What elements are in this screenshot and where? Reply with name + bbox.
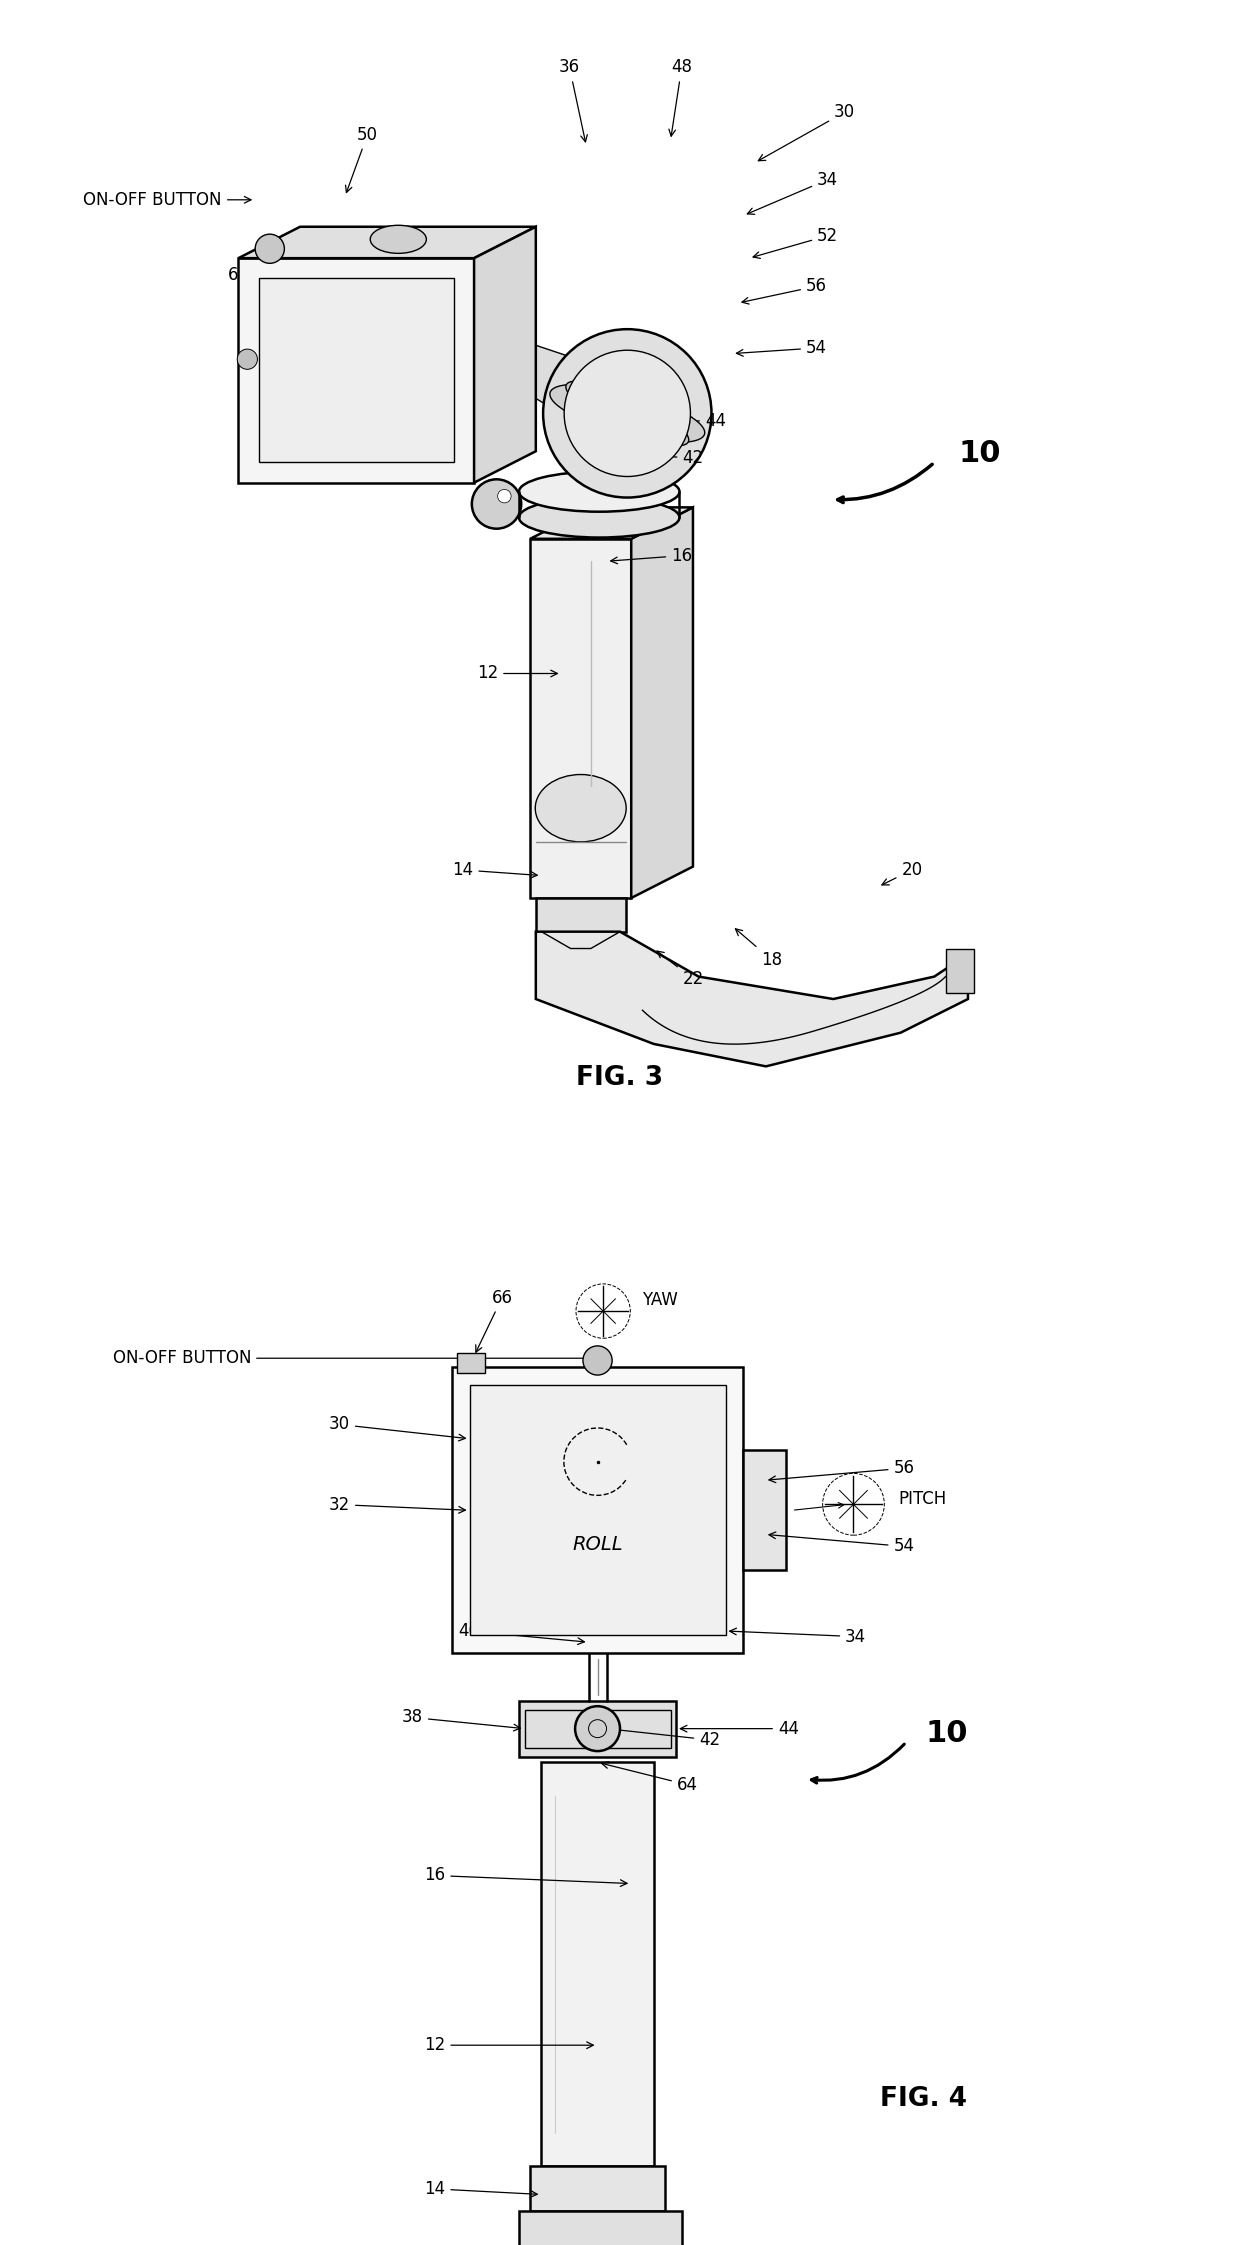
Bar — [470, 1385, 725, 1634]
Text: 30: 30 — [759, 103, 856, 162]
Text: 14: 14 — [453, 860, 537, 880]
Text: 42: 42 — [610, 1726, 720, 1749]
Text: 12: 12 — [477, 665, 558, 682]
Circle shape — [472, 480, 521, 528]
Ellipse shape — [582, 379, 673, 447]
Text: 32: 32 — [244, 359, 324, 391]
Bar — [238, 258, 474, 483]
Bar — [536, 898, 626, 932]
Text: 56: 56 — [742, 276, 827, 303]
Bar — [520, 2211, 682, 2245]
Text: 66: 66 — [228, 265, 296, 285]
Text: 42: 42 — [619, 449, 703, 467]
Text: 38: 38 — [402, 1708, 521, 1731]
Text: 30: 30 — [329, 1414, 465, 1441]
Polygon shape — [474, 346, 639, 447]
Polygon shape — [631, 507, 693, 898]
Ellipse shape — [520, 471, 680, 512]
Text: 48: 48 — [668, 58, 692, 137]
Bar — [525, 1711, 671, 1747]
Circle shape — [543, 330, 712, 498]
Text: 14: 14 — [424, 2180, 537, 2198]
Circle shape — [237, 348, 258, 368]
Polygon shape — [531, 507, 693, 539]
Text: 46: 46 — [458, 1621, 584, 1646]
Bar — [542, 1762, 653, 2166]
Text: 54: 54 — [737, 339, 827, 357]
Text: PITCH: PITCH — [898, 1491, 946, 1509]
Bar — [520, 1702, 676, 1756]
Polygon shape — [238, 227, 536, 258]
Bar — [595, 420, 615, 480]
Text: ON-OFF BUTTON: ON-OFF BUTTON — [83, 191, 250, 209]
Text: 20: 20 — [882, 860, 923, 885]
Text: 66: 66 — [476, 1289, 512, 1351]
Ellipse shape — [520, 498, 680, 537]
Bar — [259, 278, 454, 462]
Ellipse shape — [371, 224, 427, 254]
Bar — [531, 539, 631, 898]
Ellipse shape — [549, 384, 704, 442]
Bar — [744, 1450, 786, 1571]
Text: ON-OFF BUTTON: ON-OFF BUTTON — [113, 1349, 594, 1367]
Text: 44: 44 — [681, 1720, 799, 1738]
Text: FIG. 4: FIG. 4 — [879, 2086, 966, 2113]
Circle shape — [583, 1345, 613, 1374]
Text: 38: 38 — [441, 418, 526, 436]
Text: 32: 32 — [329, 1495, 465, 1513]
Text: YAW: YAW — [642, 1291, 678, 1309]
Text: FIG. 3: FIG. 3 — [577, 1064, 663, 1091]
Text: 34: 34 — [729, 1628, 867, 1646]
Bar — [451, 1367, 744, 1652]
Text: 18: 18 — [735, 929, 782, 970]
Polygon shape — [536, 932, 968, 1066]
Ellipse shape — [565, 382, 688, 447]
Ellipse shape — [536, 775, 626, 842]
Text: 52: 52 — [753, 227, 838, 258]
Text: 44: 44 — [641, 411, 725, 431]
Text: 64: 64 — [601, 1762, 698, 1794]
Text: 36: 36 — [559, 58, 588, 141]
Text: 64: 64 — [408, 449, 487, 476]
Text: ROLL: ROLL — [572, 1536, 622, 1554]
Circle shape — [564, 350, 691, 476]
Text: 10: 10 — [925, 1720, 968, 1747]
Text: 10: 10 — [959, 440, 1002, 467]
Polygon shape — [474, 227, 536, 483]
Text: 22: 22 — [657, 952, 703, 988]
Bar — [531, 2166, 665, 2211]
Text: 50: 50 — [346, 126, 378, 193]
Bar — [458, 1351, 485, 1372]
Text: 56: 56 — [769, 1459, 914, 1482]
Text: 16: 16 — [424, 1866, 627, 1886]
Circle shape — [497, 489, 511, 503]
Text: 12: 12 — [424, 2036, 594, 2054]
Text: 34: 34 — [748, 171, 838, 213]
Bar — [946, 947, 973, 992]
Text: 16: 16 — [610, 546, 692, 566]
Circle shape — [255, 233, 284, 263]
Text: 54: 54 — [769, 1531, 914, 1556]
Circle shape — [575, 1706, 620, 1751]
